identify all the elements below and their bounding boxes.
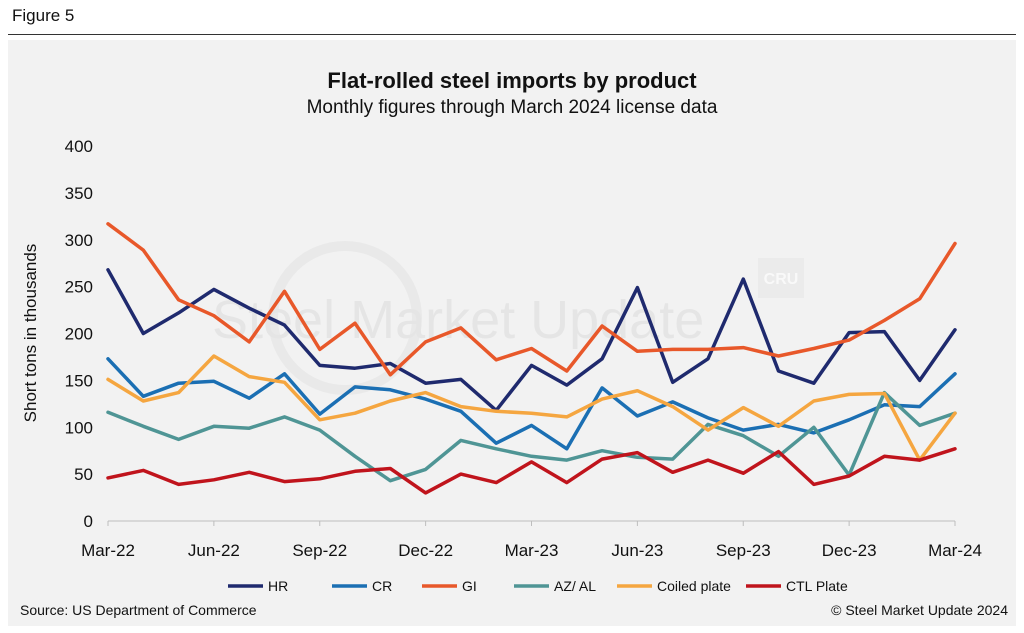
chart-title: Flat-rolled steel imports by product [327,68,697,93]
x-tick-label: Sep-23 [716,541,771,560]
legend-label: Coiled plate [657,578,731,594]
legend-label: GI [462,578,477,594]
x-tick-label: Mar-23 [505,541,559,560]
series-line-coiled-plate [106,354,957,462]
legend: HR CR GI AZ/ AL Coiled plate CTL Plate [228,578,848,594]
series-line-az-al [106,390,957,483]
x-tick-label: Jun-23 [611,541,663,560]
y-tick-label: 100 [65,418,93,437]
legend-label: HR [268,578,288,594]
series-line-ctl-plate [106,447,957,495]
series-line-cr [106,357,957,451]
top-divider [8,34,1016,35]
legend-item-ctl-plate: CTL Plate [746,578,848,594]
x-tick-label: Jun-22 [188,541,240,560]
legend-label: CTL Plate [786,578,848,594]
figure-label: Figure 5 [12,6,75,25]
copyright-note: © Steel Market Update 2024 [831,602,1008,618]
y-tick-label: 150 [65,371,93,390]
legend-item-coiled-plate: Coiled plate [617,578,731,594]
series-line-hr [106,268,957,413]
y-tick-label: 350 [65,184,93,203]
legend-label: AZ/ AL [554,578,596,594]
x-tick-label: Dec-22 [398,541,453,560]
x-tick-label: Mar-22 [81,541,135,560]
legend-label: CR [372,578,392,594]
series-lines [106,222,957,495]
x-tick-label: Mar-24 [928,541,982,560]
logo-badge [758,258,804,298]
series-line-gi [106,222,957,377]
y-tick-label: 50 [74,465,93,484]
y-tick-label: 200 [65,325,93,344]
axes: 0 50 100 150 200 250 300 350 400 Mar-22 Jun-22 Sep-… [65,137,982,560]
logo-text: CRU [764,271,799,288]
legend-item-hr: HR [228,578,288,594]
legend-item-cr: CR [332,578,392,594]
source-note: Source: US Department of Commerce [20,602,257,618]
legend-item-az-al: AZ/ AL [514,578,596,594]
y-axis-label: Short tons in thousands [21,244,40,423]
x-tick-label: Dec-23 [822,541,877,560]
y-tick-label: 0 [84,512,93,531]
legend-item-gi: GI [422,578,477,594]
x-tick-label: Sep-22 [292,541,347,560]
y-tick-label: 300 [65,231,93,250]
y-tick-label: 250 [65,278,93,297]
y-tick-label: 400 [65,137,93,156]
chart-subtitle: Monthly figures through March 2024 licen… [306,97,718,118]
